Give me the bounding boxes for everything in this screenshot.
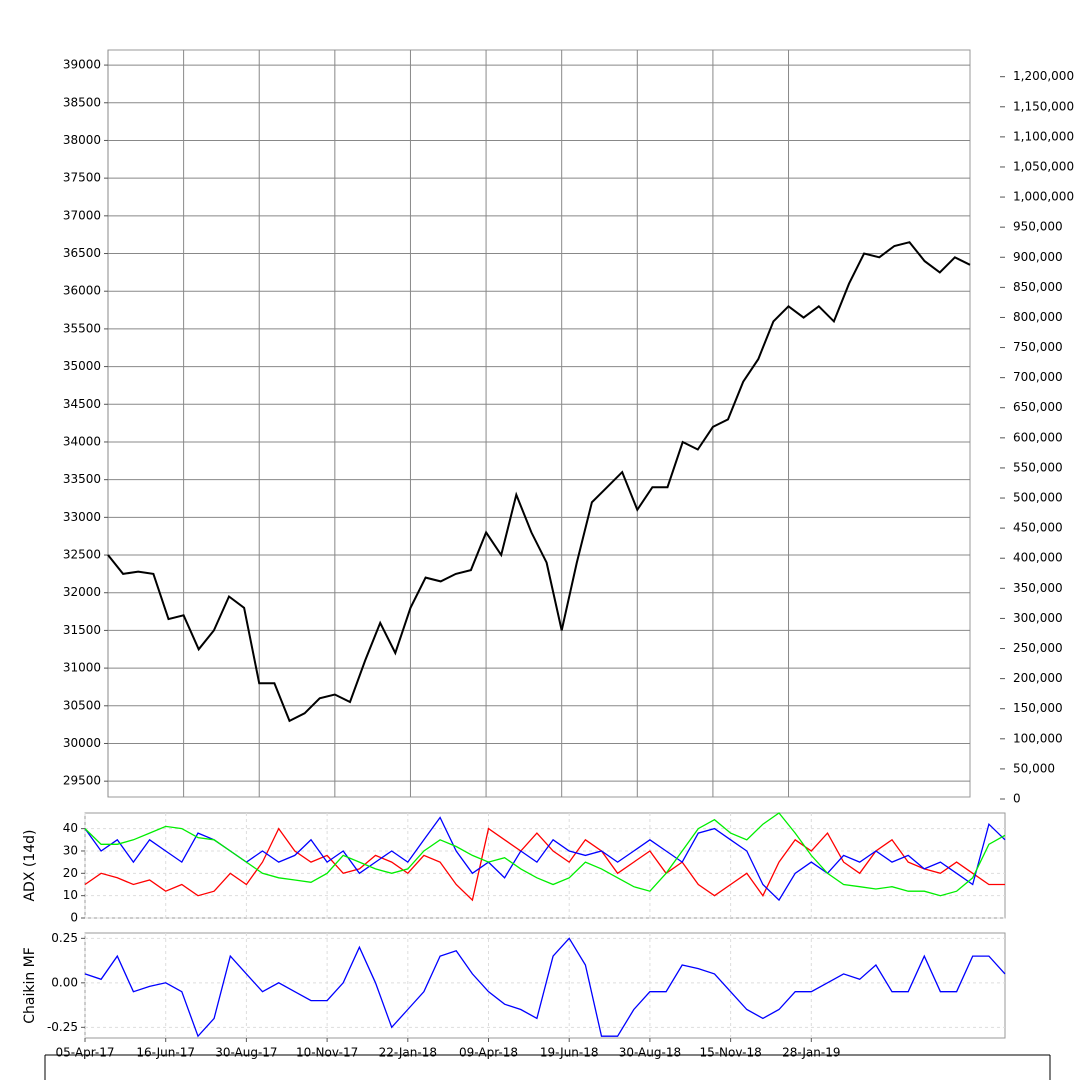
y2-tick-label: 850,000 — [1013, 280, 1063, 294]
y2-tick-label: 550,000 — [1013, 460, 1063, 474]
y2-tick-label: 600,000 — [1013, 430, 1063, 444]
y-tick-label: 33000 — [63, 510, 101, 524]
data-line — [84, 812, 1006, 897]
y-tick-label: 38000 — [63, 133, 101, 147]
y2-tick-label: 1,150,000 — [1013, 99, 1074, 113]
y2-tick-label: 750,000 — [1013, 340, 1063, 354]
y-tick-label: 10 — [63, 888, 78, 902]
y2-tick-label: 800,000 — [1013, 310, 1063, 324]
y-tick-label: 35000 — [63, 359, 101, 373]
y-tick-label: 30500 — [63, 698, 101, 712]
y-tick-label: 34000 — [63, 434, 101, 448]
y-axis-label: ADX (14d) — [22, 829, 38, 901]
y2-tick-label: 300,000 — [1013, 611, 1063, 625]
y-tick-label: 34500 — [63, 397, 101, 411]
y-tick-label: 31500 — [63, 623, 101, 637]
y-tick-label: 0 — [70, 911, 78, 925]
y2-tick-label: 1,200,000 — [1013, 69, 1074, 83]
y2-tick-label: 1,050,000 — [1013, 159, 1074, 173]
x-tick-label: 30-Aug-17 — [215, 1046, 277, 1060]
y2-tick-label: 900,000 — [1013, 250, 1063, 264]
data-line — [107, 241, 971, 723]
y-tick-label: 33500 — [63, 472, 101, 486]
x-tick-label: 15-Nov-18 — [699, 1046, 761, 1060]
plot-area — [107, 49, 971, 798]
data-line — [84, 937, 1006, 1038]
y-tick-label: -0.25 — [47, 1020, 78, 1034]
x-tick-label: 19-Jun-18 — [540, 1046, 599, 1060]
x-tick-label: 22-Jan-18 — [379, 1046, 437, 1060]
y-tick-label: 0.25 — [51, 931, 78, 945]
y2-tick-label: 100,000 — [1013, 731, 1063, 745]
x-tick-label: 30-Aug-18 — [619, 1046, 681, 1060]
y-tick-label: 35500 — [63, 321, 101, 335]
y-tick-label: 32000 — [63, 585, 101, 599]
y-tick-label: 30000 — [63, 736, 101, 750]
data-line — [84, 827, 1005, 902]
plot-area — [84, 812, 1006, 919]
y2-tick-label: 1,000,000 — [1013, 190, 1074, 204]
y2-tick-label: 500,000 — [1013, 491, 1063, 505]
x-tick-label: 09-Apr-18 — [459, 1046, 518, 1060]
y-axis-label: Chaikin MF — [22, 947, 38, 1024]
y2-tick-label: 450,000 — [1013, 521, 1063, 535]
y-tick-label: 39000 — [63, 58, 101, 72]
y2-tick-label: 150,000 — [1013, 701, 1063, 715]
y-tick-label: 37000 — [63, 208, 101, 222]
y2-tick-label: 0 — [1013, 792, 1021, 806]
y2-tick-label: 250,000 — [1013, 641, 1063, 655]
y2-tick-label: 950,000 — [1013, 220, 1063, 234]
y2-tick-label: 700,000 — [1013, 370, 1063, 384]
y2-tick-label: 1,100,000 — [1013, 129, 1074, 143]
y-tick-label: 37500 — [63, 171, 101, 185]
y-tick-label: 30 — [63, 843, 78, 857]
y-tick-label: 29500 — [63, 774, 101, 788]
x-tick-label: 16-Jun-17 — [136, 1046, 195, 1060]
x-tick-label: 05-Apr-17 — [56, 1046, 115, 1060]
y2-tick-label: 400,000 — [1013, 551, 1063, 565]
y-tick-label: 32500 — [63, 548, 101, 562]
x-tick-label: 28-Jan-19 — [782, 1046, 840, 1060]
y-tick-label: 40 — [63, 821, 78, 835]
y2-tick-label: 350,000 — [1013, 581, 1063, 595]
y-tick-label: 20 — [63, 866, 78, 880]
y2-tick-label: 200,000 — [1013, 671, 1063, 685]
x-tick-label: 10-Nov-17 — [296, 1046, 358, 1060]
y-tick-label: 31000 — [63, 661, 101, 675]
y-tick-label: 36000 — [63, 284, 101, 298]
y2-tick-label: 650,000 — [1013, 400, 1063, 414]
y-tick-label: 0.00 — [51, 975, 78, 989]
y2-tick-label: 50,000 — [1013, 761, 1055, 775]
y-tick-label: 38500 — [63, 95, 101, 109]
y-tick-label: 36500 — [63, 246, 101, 260]
